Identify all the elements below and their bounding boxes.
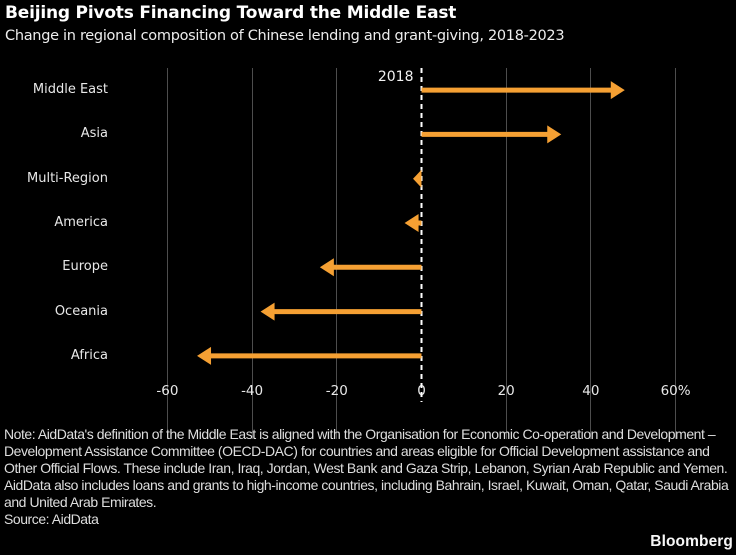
- category-label-oceania: Oceania: [54, 303, 108, 319]
- gridline--20: [336, 68, 338, 439]
- gridline-20: [505, 68, 507, 439]
- arrow-oceania-head: [260, 302, 275, 321]
- category-label-europe: Europe: [62, 259, 108, 275]
- x-tick-label--60: -60: [156, 383, 179, 399]
- x-tick-label-40: 40: [582, 383, 600, 399]
- arrow-layer: [197, 68, 625, 402]
- gridline-60: [675, 68, 677, 439]
- category-label-multi-region: Multi-Region: [27, 170, 108, 186]
- category-label-america: America: [54, 215, 108, 230]
- baseline-year-label: 2018: [377, 69, 414, 85]
- category-label-asia: Asia: [80, 126, 108, 142]
- gridline--60: [166, 68, 168, 439]
- chart-note: Note: AidData's definition of the Middle…: [4, 426, 729, 510]
- category-label-africa: Africa: [70, 347, 108, 363]
- x-tick-label-0: 0: [417, 383, 426, 399]
- plot-area: 2018 -60 -40 -20 0 20 40 60% Middle East Asia Mul…: [0, 62, 736, 439]
- x-tick-label--20: -20: [325, 383, 348, 399]
- bloomberg-logo: Bloomberg: [650, 533, 733, 550]
- chart-source: Source: AidData: [4, 511, 99, 527]
- x-tick-label-60: 60%: [660, 383, 691, 399]
- x-tick-label--40: -40: [241, 383, 264, 399]
- arrow-europe-head: [319, 258, 334, 277]
- arrow-america-head: [404, 214, 419, 232]
- gridline--40: [251, 68, 253, 439]
- chart-footer: Note: AidData's definition of the Middle…: [4, 426, 735, 528]
- arrow-middle-east-head: [610, 81, 625, 100]
- arrow-africa-head: [197, 346, 212, 365]
- arrow-multi-region-head: [413, 169, 422, 188]
- page-title: Beijing Pivots Financing Toward the Midd…: [5, 3, 457, 23]
- chart-subtitle: Change in regional composition of Chines…: [5, 28, 565, 44]
- x-tick-label-20: 20: [497, 383, 515, 399]
- arrow-asia-head: [547, 125, 562, 144]
- gridline-40: [590, 68, 592, 439]
- category-label-middle-east: Middle East: [32, 82, 108, 98]
